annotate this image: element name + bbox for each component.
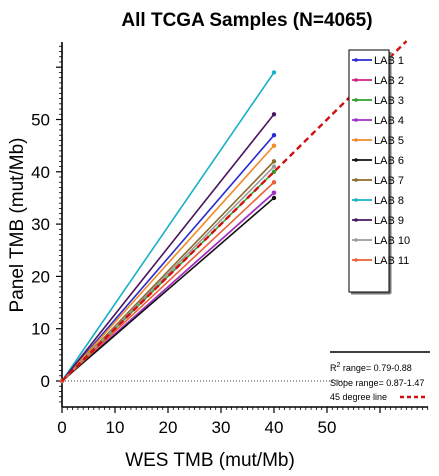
legend-label: LAB 3	[374, 95, 404, 107]
legend-marker	[354, 58, 358, 62]
legend-label: LAB 4	[374, 115, 404, 127]
legend-label: LAB 6	[374, 155, 404, 167]
r2-range-label: R2 range= 0.79-0.88	[330, 362, 412, 373]
x-tick-label: 40	[265, 418, 284, 437]
legend-label: LAB 10	[374, 235, 410, 247]
series-line	[61, 71, 275, 382]
data-point	[271, 143, 277, 148]
data-point	[271, 190, 277, 195]
legend-marker	[354, 158, 358, 162]
y-tick-label: 30	[31, 215, 50, 234]
legend-label: LAB 2	[374, 75, 404, 87]
data-point	[271, 112, 277, 117]
data-point	[271, 195, 277, 201]
chart-title: All TCGA Samples (N=4065)	[121, 10, 372, 31]
series-lines	[59, 40, 408, 384]
legend-label: LAB 9	[374, 215, 404, 227]
axes: 0 10 20 30 40 50 0 10 20 30 40 50	[31, 42, 429, 437]
data-point	[271, 132, 277, 138]
x-tick-label: 30	[212, 418, 231, 437]
y-axis-label: Panel TMB (mut/Mb)	[7, 138, 28, 313]
y-tick-label: 0	[41, 372, 50, 391]
legend-label: LAB 5	[374, 135, 404, 147]
series-line	[61, 134, 275, 382]
legend-marker	[354, 238, 358, 242]
legend-marker	[354, 118, 358, 122]
series-line	[61, 181, 275, 382]
legend-marker	[354, 78, 358, 82]
legend-label: LAB 1	[374, 55, 404, 67]
x-tick-label: 20	[159, 418, 178, 437]
data-point	[271, 159, 277, 164]
x-tick-label: 0	[57, 418, 66, 437]
reference-line-label: 45 degree line	[330, 392, 387, 402]
x-tick-label: 50	[318, 418, 337, 437]
slope-range-label: Slope range= 0.87-1.47	[330, 378, 424, 388]
legend-box	[348, 49, 390, 293]
legend: LAB 1 LAB 2 LAB 3 LAB 4 LAB 5 LAB 6 LAB 7 LAB 8…	[348, 49, 410, 295]
x-tick-label: 10	[106, 418, 125, 437]
x-axis-label: WES TMB (mut/Mb)	[125, 450, 295, 471]
legend-marker	[354, 98, 358, 102]
data-point	[271, 164, 277, 169]
data-point	[271, 70, 277, 75]
y-tick-label: 40	[31, 163, 50, 182]
stats-box: R2 range= 0.79-0.88 Slope range= 0.87-1.…	[330, 351, 430, 402]
legend-marker	[354, 258, 358, 262]
y-tick-label: 10	[31, 320, 50, 339]
legend-marker	[354, 178, 358, 182]
legend-label: LAB 8	[374, 195, 404, 207]
legend-label: LAB 11	[374, 255, 409, 267]
legend-marker	[354, 138, 358, 142]
data-point	[271, 180, 277, 185]
y-tick-label: 50	[31, 111, 50, 130]
series-line	[61, 197, 275, 382]
data-point	[271, 169, 277, 174]
legend-marker	[354, 218, 358, 222]
series-line	[61, 145, 275, 382]
y-tick-label: 20	[31, 267, 50, 286]
series-line	[61, 113, 275, 382]
legend-marker	[354, 198, 358, 202]
legend-label: LAB 7	[374, 175, 404, 187]
